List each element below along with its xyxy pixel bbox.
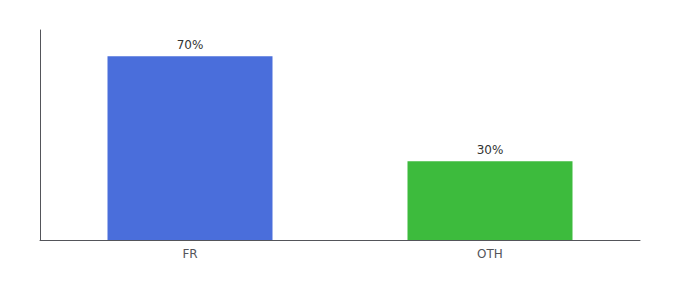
svg-text:70%: 70% bbox=[177, 38, 204, 52]
svg-text:OTH: OTH bbox=[477, 247, 503, 261]
svg-text:30%: 30% bbox=[477, 143, 504, 157]
svg-text:FR: FR bbox=[182, 247, 197, 261]
